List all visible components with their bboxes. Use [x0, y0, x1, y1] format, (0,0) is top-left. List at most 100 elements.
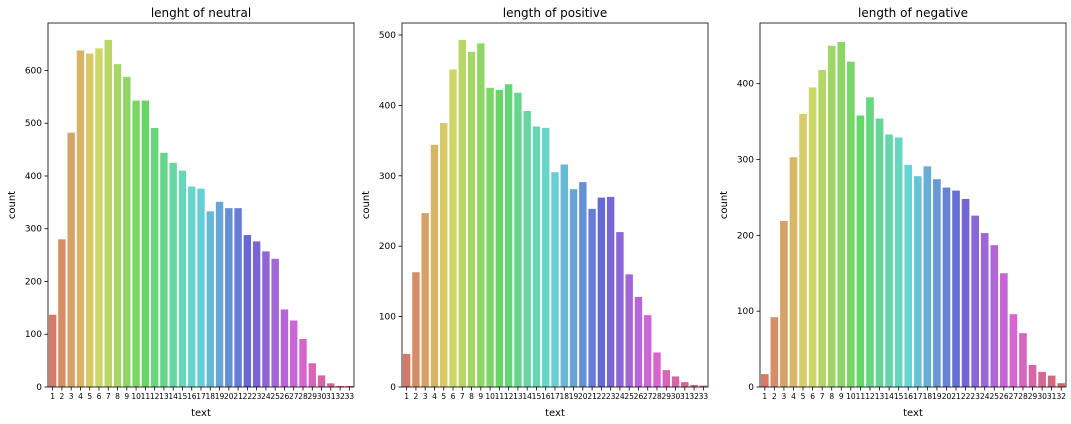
x-tick-label: 15 [178, 392, 188, 401]
x-tick-label: 24 [615, 392, 625, 401]
x-tick-label: 14 [168, 392, 178, 401]
x-tick-label: 24 [980, 392, 990, 401]
x-tick-label: 2 [414, 392, 419, 401]
bar [606, 196, 615, 387]
x-tick-label: 3 [423, 392, 428, 401]
x-tick-label: 21 [233, 392, 243, 401]
x-tick-label: 9 [839, 392, 844, 401]
x-tick-label: 26 [280, 392, 290, 401]
x-tick-label: 10 [131, 392, 141, 401]
bar [458, 39, 466, 387]
x-tick-label: 16 [541, 392, 551, 401]
x-tick-label: 20 [942, 392, 952, 401]
y-tick-label: 100 [25, 330, 42, 340]
y-tick-label: 400 [379, 101, 396, 111]
bar [327, 383, 335, 387]
bar [671, 376, 680, 387]
bar [1000, 273, 1008, 387]
chart-title: length of positive [503, 6, 608, 20]
x-axis-label: text [903, 408, 923, 419]
chart-title: length of negative [858, 6, 968, 20]
y-tick-label: 300 [25, 225, 42, 235]
bar [104, 39, 112, 387]
bar [402, 353, 411, 387]
bar [904, 164, 913, 387]
bar [430, 144, 439, 387]
bar [1057, 383, 1066, 387]
bar [76, 50, 85, 387]
bar [113, 64, 122, 387]
y-tick-label: 400 [737, 80, 754, 90]
x-tick-label: 1 [762, 392, 767, 401]
bar [551, 172, 559, 387]
x-tick-label: 13 [875, 392, 885, 401]
y-tick-label: 500 [25, 119, 42, 129]
bar [971, 215, 979, 387]
x-tick-label: 8 [469, 392, 474, 401]
bar [206, 211, 214, 387]
bar [634, 296, 643, 387]
x-tick-label: 15 [894, 392, 904, 401]
y-tick-label: 100 [379, 313, 396, 323]
bar [317, 375, 326, 387]
bar [875, 118, 884, 388]
bar [67, 132, 75, 387]
bar [308, 363, 316, 387]
bar [271, 258, 279, 387]
x-tick-label: 14 [884, 392, 894, 401]
bar [290, 320, 298, 387]
bar [542, 127, 550, 388]
x-tick-label: 32 [689, 392, 699, 401]
x-tick-label: 5 [801, 392, 806, 401]
x-tick-label: 22 [597, 392, 607, 401]
y-axis-label: count [719, 191, 730, 219]
bar [837, 41, 846, 387]
bar [625, 274, 633, 387]
bar [225, 208, 233, 387]
x-tick-label: 5 [441, 392, 446, 401]
x-tick-label: 3 [782, 392, 787, 401]
bar [188, 186, 196, 387]
x-tick-label: 16 [903, 392, 913, 401]
x-tick-label: 17 [196, 392, 206, 401]
bar [345, 385, 354, 387]
bar [644, 315, 652, 387]
bar [262, 251, 270, 387]
x-tick-label: 31 [326, 392, 336, 401]
bar [990, 245, 999, 387]
x-tick-label: 10 [485, 392, 495, 401]
y-tick-label: 200 [737, 231, 754, 241]
x-tick-label: 20 [578, 392, 588, 401]
x-tick-label: 27 [289, 392, 299, 401]
bar [1019, 333, 1027, 387]
bar [866, 97, 874, 388]
x-tick-label: 30 [671, 392, 681, 401]
bar [95, 48, 103, 387]
bar [653, 352, 661, 387]
bar [760, 374, 769, 387]
x-tick-label: 23 [606, 392, 616, 401]
x-tick-label: 28 [1018, 392, 1028, 401]
bar [662, 370, 670, 387]
bar [913, 176, 922, 387]
bar [770, 317, 779, 387]
x-tick-label: 21 [951, 392, 961, 401]
bar [799, 114, 807, 387]
bar [847, 61, 855, 388]
x-tick-label: 23 [252, 392, 262, 401]
x-tick-label: 25 [270, 392, 280, 401]
bar [952, 190, 960, 387]
x-tick-label: 4 [78, 392, 83, 401]
x-tick-label: 2 [60, 392, 65, 401]
x-tick-label: 20 [224, 392, 234, 401]
x-tick-label: 17 [550, 392, 560, 401]
bar [569, 189, 578, 387]
x-tick-label: 6 [810, 392, 815, 401]
x-tick-label: 29 [307, 392, 317, 401]
x-tick-label: 2 [772, 392, 777, 401]
bar [1038, 371, 1046, 387]
bar [252, 241, 261, 387]
